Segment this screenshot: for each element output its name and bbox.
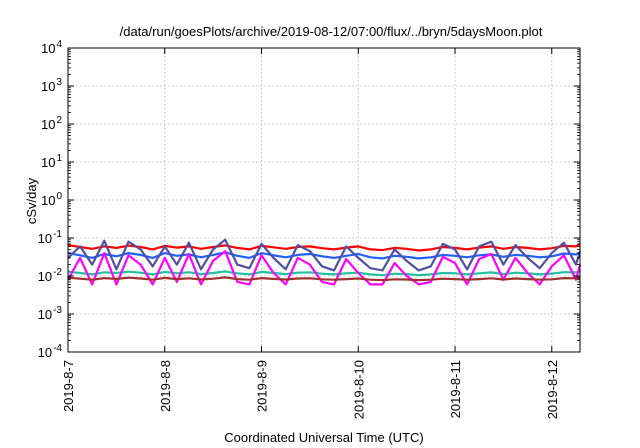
y-tick-label: 310 [41, 77, 62, 94]
x-tick-label: 2019-8-7 [61, 360, 76, 412]
x-tick-label: 2019-8-12 [545, 360, 560, 419]
y-tick-exponent: 2 [56, 115, 62, 126]
y-tick-base: 10 [41, 79, 55, 94]
y-tick-base: 10 [41, 193, 55, 208]
y-tick-exponent: -2 [53, 267, 62, 278]
y-tick-base: 10 [38, 307, 52, 322]
y-tick-label: 110 [41, 153, 62, 170]
y-tick-base: 10 [38, 231, 52, 246]
y-tick-exponent: 1 [56, 153, 62, 164]
y-axis-label: cSv/day [24, 177, 39, 224]
series-line-3 [67, 238, 582, 272]
x-tick-label: 2019-8-9 [255, 360, 270, 412]
y-tick-exponent: -4 [53, 343, 62, 354]
y-tick-label: 210 [41, 115, 62, 132]
x-tick-label: 2019-8-10 [351, 360, 366, 419]
series-line-1 [67, 242, 581, 252]
y-tick-exponent: 3 [56, 77, 62, 88]
y-tick-base: 10 [41, 117, 55, 132]
y-tick-base: 10 [38, 269, 52, 284]
y-tick-base: 10 [38, 345, 52, 360]
y-tick-base: 10 [41, 41, 55, 56]
data-series [67, 238, 582, 286]
y-tick-base: 10 [41, 155, 55, 170]
y-tick-label: 010 [41, 191, 62, 208]
y-tick-label: -110 [38, 229, 63, 246]
grid-lines [68, 48, 580, 352]
y-tick-exponent: 4 [56, 39, 62, 50]
x-tick-label: 2019-8-11 [448, 360, 463, 418]
y-tick-label: -210 [38, 267, 63, 284]
x-axis-label: Coordinated Universal Time (UTC) [224, 430, 423, 445]
y-tick-exponent: 0 [56, 191, 62, 202]
y-tick-exponent: -1 [53, 229, 62, 240]
x-tick-label: 2019-8-8 [158, 360, 173, 412]
series-line-6 [67, 276, 581, 282]
series-line-2 [67, 251, 581, 260]
y-tick-label: 410 [41, 39, 62, 56]
y-tick-label: -310 [38, 305, 63, 322]
y-tick-exponent: -3 [53, 305, 62, 316]
y-tick-label: -410 [38, 343, 63, 360]
chart-title: /data/run/goesPlots/archive/2019-08-12/0… [120, 24, 543, 39]
